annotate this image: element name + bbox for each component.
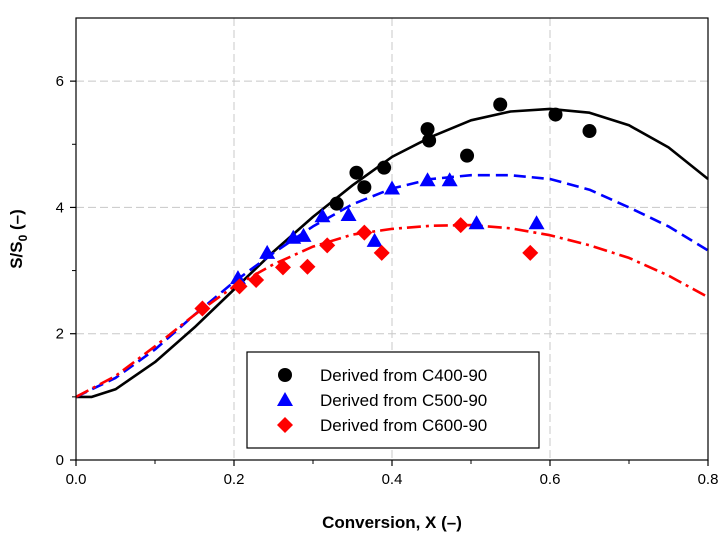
legend-label-series-2: Derived from C500-90 [320, 391, 487, 410]
data-point-series-2 [441, 172, 458, 187]
x-tick-label: 0.4 [382, 471, 403, 488]
y-tick-label: 2 [56, 326, 64, 343]
data-points [194, 97, 597, 317]
data-point-series-1 [493, 97, 508, 112]
data-point-series-3 [522, 244, 539, 261]
data-point-series-3 [248, 272, 265, 289]
data-point-series-2 [259, 244, 276, 259]
x-tick-label: 0.6 [540, 471, 561, 488]
y-axis-title: S/S0 (–) [7, 209, 30, 269]
data-point-series-2 [229, 270, 246, 285]
data-point-series-3 [231, 278, 248, 295]
data-point-series-2 [314, 208, 331, 223]
y-tick-label: 0 [56, 452, 64, 469]
fit-curve-series-1 [76, 107, 709, 399]
data-point-series-3 [452, 217, 469, 234]
fit-curve-series-3 [75, 223, 709, 399]
x-tick-label: 0.0 [66, 471, 87, 488]
grid [76, 18, 708, 460]
data-point-series-1 [357, 180, 372, 195]
data-point-series-3 [319, 237, 336, 254]
data-point-series-1 [460, 148, 475, 163]
data-point-series-1 [377, 160, 392, 175]
data-point-series-1 [548, 107, 563, 122]
x-tick-label: 0.2 [224, 471, 245, 488]
data-point-series-3 [373, 244, 390, 261]
legend-marker-series-1 [278, 368, 292, 382]
data-point-series-2 [366, 232, 383, 247]
legend-box [246, 351, 540, 449]
data-point-series-2 [528, 215, 545, 230]
data-point-series-2 [340, 207, 357, 222]
data-point-series-3 [274, 259, 291, 276]
data-point-series-3 [299, 258, 316, 275]
y-tick-label: 6 [56, 73, 64, 90]
data-point-series-1 [420, 122, 435, 137]
y-tick-label: 4 [56, 199, 64, 216]
x-axis-title: Conversion, X (–) [322, 513, 462, 532]
data-point-series-1 [329, 196, 344, 211]
data-point-series-2 [419, 172, 436, 187]
data-point-series-2 [384, 180, 400, 195]
data-point-series-3 [194, 300, 211, 317]
legend-label-series-3: Derived from C600-90 [320, 416, 487, 435]
x-tick-label: 0.8 [698, 471, 719, 488]
axis-ticks: 0.0 0.2 0.4 0.6 0.8 0 2 4 6 [56, 73, 719, 488]
data-point-series-2 [468, 215, 485, 230]
data-point-series-1 [582, 124, 597, 139]
data-point-series-2 [295, 227, 312, 242]
data-point-series-1 [349, 165, 364, 180]
legend-marker-series-2 [277, 392, 293, 406]
legend-label-series-1: Derived from C400-90 [320, 366, 487, 385]
data-point-series-3 [356, 224, 373, 241]
data-point-series-1 [422, 133, 437, 148]
legend: Derived from C400-90 Derived from C500-90… [246, 351, 540, 449]
legend-marker-series-3 [277, 417, 293, 433]
